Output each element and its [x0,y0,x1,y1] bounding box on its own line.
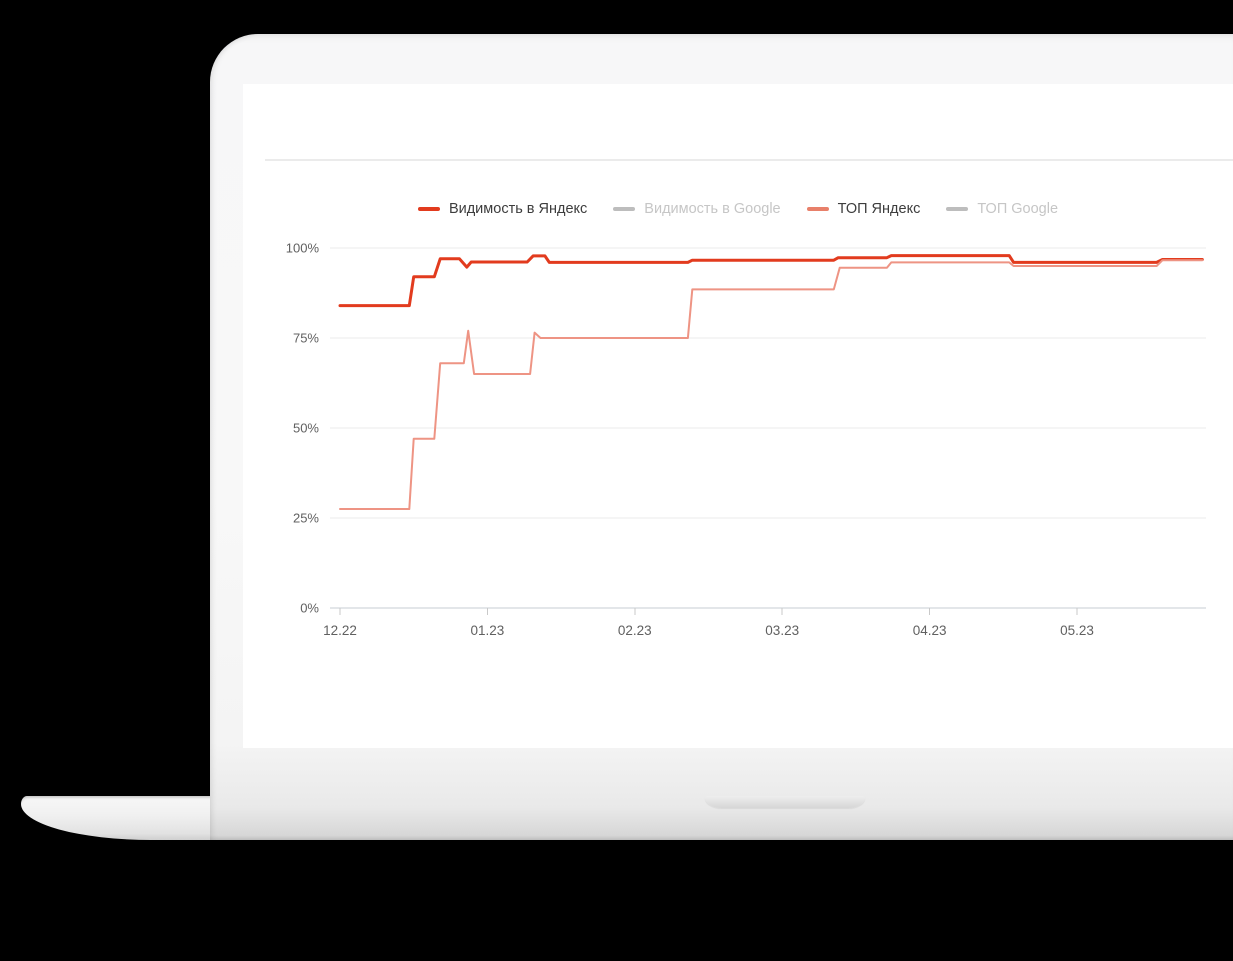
legend-item-label: ТОП Яндекс [837,201,921,217]
legend-item-label: Видимость в Яндекс [448,201,588,217]
legend-marker-icon [613,207,636,211]
y-axis-tick-label: 0% [300,601,319,616]
y-axis-tick-label: 50% [293,421,319,436]
y-axis-tick-label: 25% [293,511,319,526]
y-axis-tick-label: 100% [286,241,320,256]
x-axis-tick-label: 01.23 [471,623,505,638]
x-axis-tick-label: 04.23 [913,623,947,638]
legend-item-visibility-google[interactable]: Видимость в Google [613,201,781,217]
x-axis-tick-label: 05.23 [1060,623,1094,638]
legend-item-label: Видимость в Google [644,201,781,217]
x-axis-tick-label: 03.23 [765,623,799,638]
series-line-0[interactable] [338,254,1204,308]
legend-marker-icon [417,207,440,211]
trackpad-notch [705,796,865,808]
legend-item-visibility-yandex[interactable]: Видимость в Яндекс [417,201,588,217]
legend-marker-icon [806,207,829,211]
visibility-chart: 100% 75% 50% 25% 0% 12.22 01.23 02.23 03.23 04.23… [286,241,1206,638]
legend-item-top-yandex[interactable]: ТОП Яндекс [806,201,921,217]
legend-item-top-google[interactable]: ТОП Google [946,201,1058,217]
screen-divider [265,159,1233,161]
laptop-screen: Видимость в Яндекс Видимость в Google ТО… [243,84,1233,748]
legend-item-label: ТОП Google [977,201,1059,217]
legend-marker-icon [946,207,969,211]
x-axis-tick-label: 02.23 [618,623,652,638]
y-axis-tick-label: 75% [293,331,319,346]
x-axis-tick-label: 12.22 [323,623,357,638]
series-line-2[interactable] [339,259,1204,510]
laptop-base [21,796,213,840]
chart-legend: Видимость в Яндекс Видимость в Google ТО… [243,200,1233,218]
